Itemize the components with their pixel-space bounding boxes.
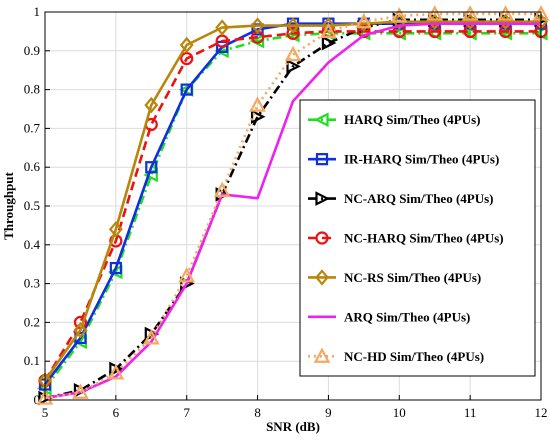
x-tick-label: 11	[464, 405, 477, 420]
data-point-marker	[73, 321, 88, 339]
series-line	[43, 32, 541, 390]
data-point-marker	[107, 364, 125, 380]
data-point-marker	[178, 267, 196, 283]
x-tick-label: 12	[535, 405, 548, 420]
data-point-marker	[36, 389, 54, 405]
legend-label: NC-HARQ Sim/Theo (4PUs)	[344, 231, 504, 246]
y-tick-label: 0.6	[24, 159, 41, 174]
legend-label: NC-ARQ Sim/Theo (4PUs)	[344, 191, 494, 206]
legend-entry: ARQ Sim/Theo (4PUs)	[308, 309, 470, 324]
legend-swatch-marker	[315, 269, 329, 286]
data-point-marker	[180, 83, 193, 96]
data-point-marker	[215, 19, 230, 36]
legend-swatch-marker	[313, 347, 331, 363]
data-point-marker	[463, 24, 477, 38]
x-tick-label: 5	[42, 405, 49, 420]
legend-entry: NC-ARQ Sim/Theo (4PUs)	[308, 191, 494, 206]
data-point-marker	[390, 7, 408, 23]
data-point-marker	[321, 35, 337, 51]
legend-swatch-marker	[315, 191, 330, 206]
data-point-marker	[250, 109, 266, 125]
data-point-marker	[355, 12, 373, 29]
x-tick-label: 10	[393, 405, 406, 420]
legend: HARQ Sim/Theo (4PUs) IR-HARQ Sim/Theo (4P…	[299, 99, 536, 377]
x-tick-label: 6	[113, 405, 120, 420]
data-point-marker	[426, 5, 444, 21]
y-tick-label: 0.5	[24, 198, 40, 213]
y-tick-label: 0.9	[24, 43, 40, 58]
x-tick-label: 8	[254, 405, 261, 420]
legend-label: HARQ Sim/Theo (4PUs)	[344, 112, 481, 127]
data-point-marker	[498, 24, 513, 38]
data-point-marker	[428, 24, 442, 38]
y-tick-label: 0.3	[24, 276, 40, 291]
y-tick-label: 0.1	[24, 353, 40, 368]
data-point-marker	[144, 96, 159, 114]
data-point-marker	[108, 221, 123, 238]
data-point-marker	[320, 22, 337, 39]
data-point-marker	[142, 329, 160, 345]
legend-label: NC-RS Sim/Theo (4PUs)	[344, 270, 481, 285]
legend-label: ARQ Sim/Theo (4PUs)	[344, 309, 470, 324]
series-line	[43, 20, 541, 382]
data-point-marker	[213, 181, 231, 198]
y-tick-label: 1	[34, 4, 41, 19]
data-point-marker	[461, 5, 479, 21]
y-axis-title: Throughput	[1, 171, 16, 239]
plot-frame	[44, 11, 542, 401]
series-line	[44, 22, 541, 400]
series-6	[44, 22, 541, 400]
data-point-marker	[286, 59, 301, 74]
legend-entry: NC-RS Sim/Theo (4PUs)	[308, 269, 481, 286]
y-tick-label: 0	[34, 392, 41, 407]
data-point-marker	[250, 17, 265, 34]
series-line	[44, 18, 541, 400]
data-point-marker	[497, 5, 514, 21]
data-point-marker	[284, 45, 302, 62]
y-tick-label: 0.8	[24, 82, 40, 97]
legend-box	[299, 99, 536, 377]
legend-entry: IR-HARQ Sim/Theo (4PUs)	[308, 152, 499, 167]
legend-entry: NC-HARQ Sim/Theo (4PUs)	[308, 231, 504, 246]
legend-entry: HARQ Sim/Theo (4PUs)	[308, 112, 481, 127]
data-point-marker	[249, 96, 266, 112]
data-point-marker	[179, 36, 194, 54]
data-point-marker	[145, 161, 158, 174]
legend-swatch-marker	[315, 153, 329, 166]
series-line	[44, 12, 541, 400]
y-tick-label: 0.2	[24, 314, 40, 329]
data-point-marker	[286, 17, 300, 34]
y-tick-label: 0.7	[24, 120, 41, 135]
data-point-marker	[109, 261, 122, 275]
x-tick-label: 9	[325, 405, 332, 420]
x-tick-label: 7	[183, 405, 190, 420]
x-axis-title: SNR (dB)	[266, 419, 320, 434]
y-tick-label: 0.4	[24, 237, 41, 252]
data-point-marker	[286, 26, 300, 40]
legend-label: NC-HD Sim/Theo (4PUs)	[344, 349, 484, 364]
legend-swatch-marker	[314, 112, 329, 127]
legend-label: IR-HARQ Sim/Theo (4PUs)	[344, 152, 499, 167]
data-point-marker	[72, 383, 89, 399]
data-point-marker	[392, 13, 407, 30]
legend-entry: NC-HD Sim/Theo (4PUs)	[308, 347, 484, 364]
legend-swatch-marker	[315, 231, 329, 245]
